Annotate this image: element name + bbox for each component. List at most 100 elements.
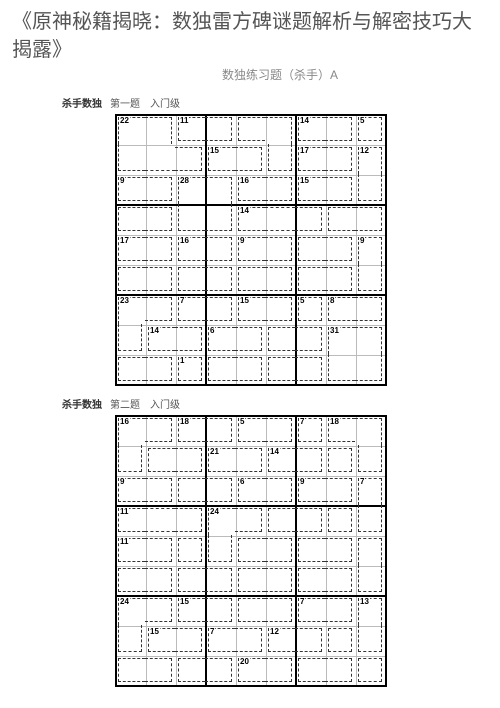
grid-cell (116, 145, 146, 175)
cage-clue: 6 (209, 327, 215, 335)
grid-cell (146, 476, 176, 506)
grid-cell (266, 506, 296, 536)
grid-cell (116, 626, 146, 656)
cage-clue: 11 (179, 117, 189, 125)
grid-cell (356, 446, 386, 476)
cage-clue: 1 (179, 357, 185, 365)
grid-cell (266, 416, 296, 446)
grid-cell (326, 446, 356, 476)
grid-cell (206, 476, 236, 506)
grid-cell (266, 205, 296, 235)
grid-cell (326, 205, 356, 235)
cage-clue: 7 (359, 478, 365, 486)
cage-clue: 14 (269, 448, 280, 456)
cage-clue: 23 (119, 297, 130, 305)
grid-cell (206, 596, 236, 626)
grid-cell (236, 596, 266, 626)
cage-clue: 5 (359, 117, 365, 125)
grid-cell (236, 115, 266, 145)
grid-cell (236, 626, 266, 656)
puzzle-header: 杀手数独第二题 入门级 (0, 396, 500, 411)
grid-cell (356, 355, 386, 385)
cage-clue: 7 (179, 297, 185, 305)
grid-wrap: 161857182114969711241124157131571220 (0, 415, 500, 685)
grid-cell (326, 566, 356, 596)
puzzles-container: 杀手数独第一题 入门级22111451517129281615141716992… (0, 95, 500, 685)
grid-cell (236, 325, 266, 355)
grid-cell (206, 416, 236, 446)
grid-cell (266, 265, 296, 295)
grid-cell (356, 175, 386, 205)
grid-cell (206, 235, 236, 265)
cage-clue: 20 (239, 658, 250, 666)
grid-cell (206, 265, 236, 295)
cage-clue: 31 (329, 327, 340, 335)
grid-cell (206, 175, 236, 205)
grid-cell (356, 416, 386, 446)
grid-cell (296, 235, 326, 265)
grid-cell (326, 506, 356, 536)
grid-cell (326, 145, 356, 175)
grid-cell (176, 626, 206, 656)
grid-cell (296, 265, 326, 295)
grid-cell (176, 145, 206, 175)
puzzle-label-bold: 杀手数独 (62, 99, 102, 110)
grid-cell (236, 506, 266, 536)
cage-clue: 9 (359, 237, 365, 245)
grid-cell (356, 325, 386, 355)
cage-clue: 16 (239, 177, 250, 185)
cage-clue: 17 (119, 237, 130, 245)
grid-cell (236, 145, 266, 175)
cage-clue: 28 (179, 177, 190, 185)
cage-clue: 7 (299, 418, 305, 426)
grid-cell (296, 325, 326, 355)
puzzle-section: 杀手数独第二题 入门级16185718211496971124112415713… (0, 396, 500, 685)
grid-cell (296, 446, 326, 476)
cage-clue: 7 (299, 598, 305, 606)
cage-clue: 24 (119, 598, 130, 606)
grid-cell (176, 205, 206, 235)
grid-cell (146, 596, 176, 626)
cage-clue: 24 (209, 508, 220, 516)
grid-cell (326, 355, 356, 385)
cage-clue: 14 (239, 207, 250, 215)
grid-cell (176, 265, 206, 295)
sudoku-grid: 161857182114969711241124157131571220 (115, 415, 385, 685)
grid-cell (266, 656, 296, 686)
grid-cell (236, 355, 266, 385)
cage-clue: 15 (149, 628, 160, 636)
grid-cell (146, 265, 176, 295)
grid-cell (146, 656, 176, 686)
grid-cell (296, 656, 326, 686)
grid-cell (116, 656, 146, 686)
page-subtitle: 数独练习题（杀手）A (0, 66, 500, 83)
grid-cell (356, 626, 386, 656)
cage-clue: 16 (179, 237, 190, 245)
grid-cell (266, 536, 296, 566)
grid-cell (356, 566, 386, 596)
grid-cell (326, 476, 356, 506)
cage-clue: 13 (359, 598, 370, 606)
grid-cell (266, 175, 296, 205)
grid-cell (116, 566, 146, 596)
grid-cell (266, 566, 296, 596)
puzzle-label-rest: 第二题 入门级 (110, 400, 180, 411)
grid-cell (296, 355, 326, 385)
grid-cell (206, 536, 236, 566)
grid-cell (326, 115, 356, 145)
puzzle-label-bold: 杀手数独 (62, 400, 102, 411)
grid-cell (326, 596, 356, 626)
grid-cell (266, 295, 296, 325)
grid-cell (206, 115, 236, 145)
cage-clue: 18 (179, 418, 190, 426)
cage-clue: 14 (149, 327, 160, 335)
grid-cell (296, 205, 326, 235)
grid-cell (146, 295, 176, 325)
grid-cell (176, 476, 206, 506)
grid-cell (266, 145, 296, 175)
grid-cell (206, 355, 236, 385)
cage-clue: 5 (239, 418, 245, 426)
grid-cell (236, 566, 266, 596)
grid-cell (266, 235, 296, 265)
grid-cell (356, 656, 386, 686)
